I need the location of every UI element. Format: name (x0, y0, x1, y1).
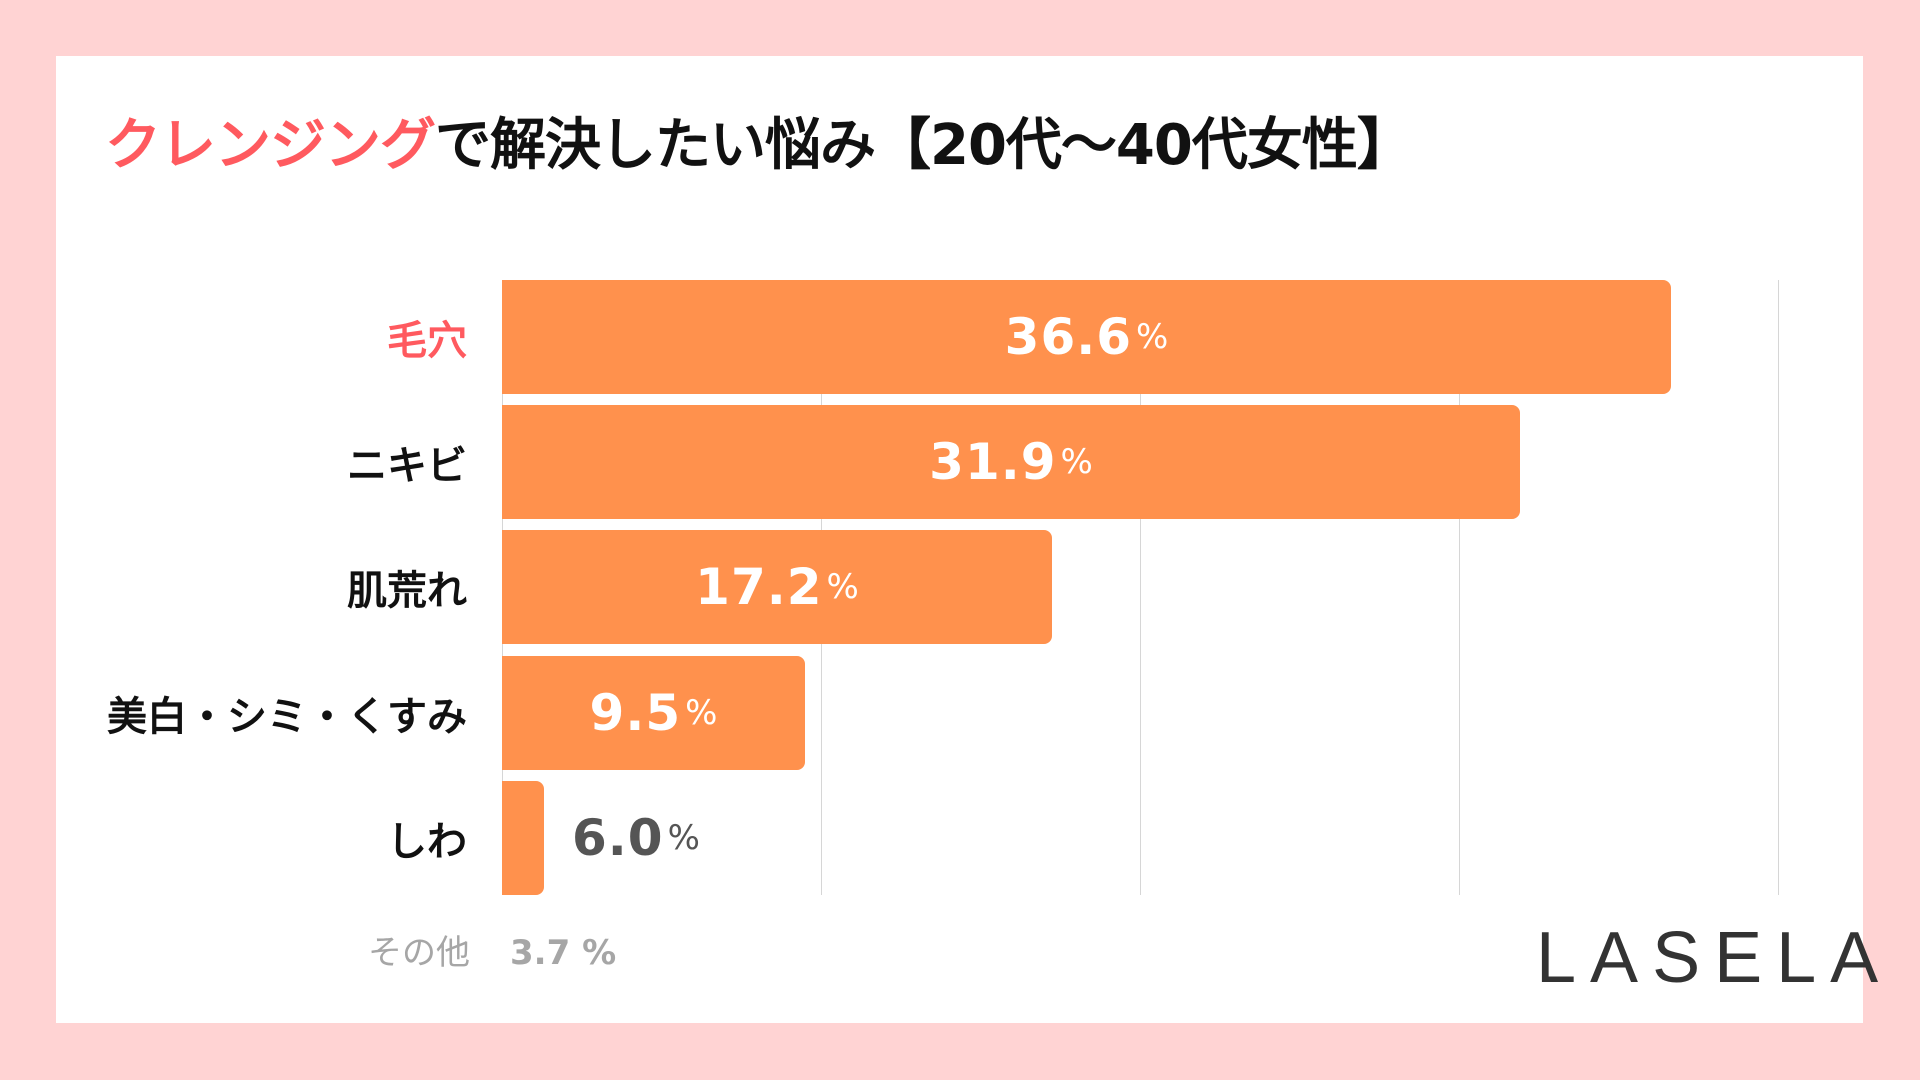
gridline-40 (1778, 280, 1779, 895)
value-number: 31.9 (929, 433, 1057, 491)
value-number: 6.0 (572, 809, 664, 867)
bar (502, 781, 544, 895)
category-label: 美白・シミ・くすみ (107, 694, 467, 740)
bar-row: ニキビ 31.9% (0, 405, 1920, 519)
bar-row: 肌荒れ 17.2% (0, 530, 1920, 644)
bar (502, 405, 1520, 519)
value-label: 31.9% (502, 405, 1520, 519)
value-unit: % (826, 567, 859, 607)
value-unit: % (1060, 442, 1093, 482)
bar-row: 毛穴 36.6% (0, 280, 1920, 394)
value-number: 36.6 (1004, 308, 1133, 366)
other-value: 3.7 % (510, 933, 617, 973)
brand-logo: LASELA (1536, 918, 1893, 998)
value-number: 9.5 (589, 684, 682, 742)
other-label: その他 (368, 933, 470, 973)
gridline-30 (1459, 280, 1460, 895)
bar (502, 530, 1052, 644)
value-unit: % (1136, 317, 1169, 357)
value-label: 6.0% (572, 781, 700, 895)
title-rest: で解決したい悩み【20代〜40代女性】 (435, 113, 1413, 178)
value-label: 9.5% (502, 656, 805, 770)
category-label: 肌荒れ (347, 568, 467, 614)
category-label: 毛穴 (387, 318, 467, 364)
bar-row: 美白・シミ・くすみ 9.5% (0, 656, 1920, 770)
bar (502, 656, 805, 770)
gridline-20 (1140, 280, 1141, 895)
value-label: 36.6% (502, 280, 1671, 394)
other-note: その他 3.7 % (368, 925, 616, 974)
category-label: ニキビ (347, 443, 467, 489)
value-unit: % (667, 818, 700, 858)
category-label: しわ (387, 819, 467, 865)
value-label: 17.2% (502, 530, 1052, 644)
value-unit: % (685, 693, 718, 733)
value-number: 17.2 (695, 558, 823, 616)
chart-title: クレンジングで解決したい悩み【20代〜40代女性】 (105, 110, 1413, 182)
bar-row: しわ 6.0% (0, 781, 1920, 895)
bar (502, 280, 1671, 394)
title-accent: クレンジング (105, 113, 436, 178)
